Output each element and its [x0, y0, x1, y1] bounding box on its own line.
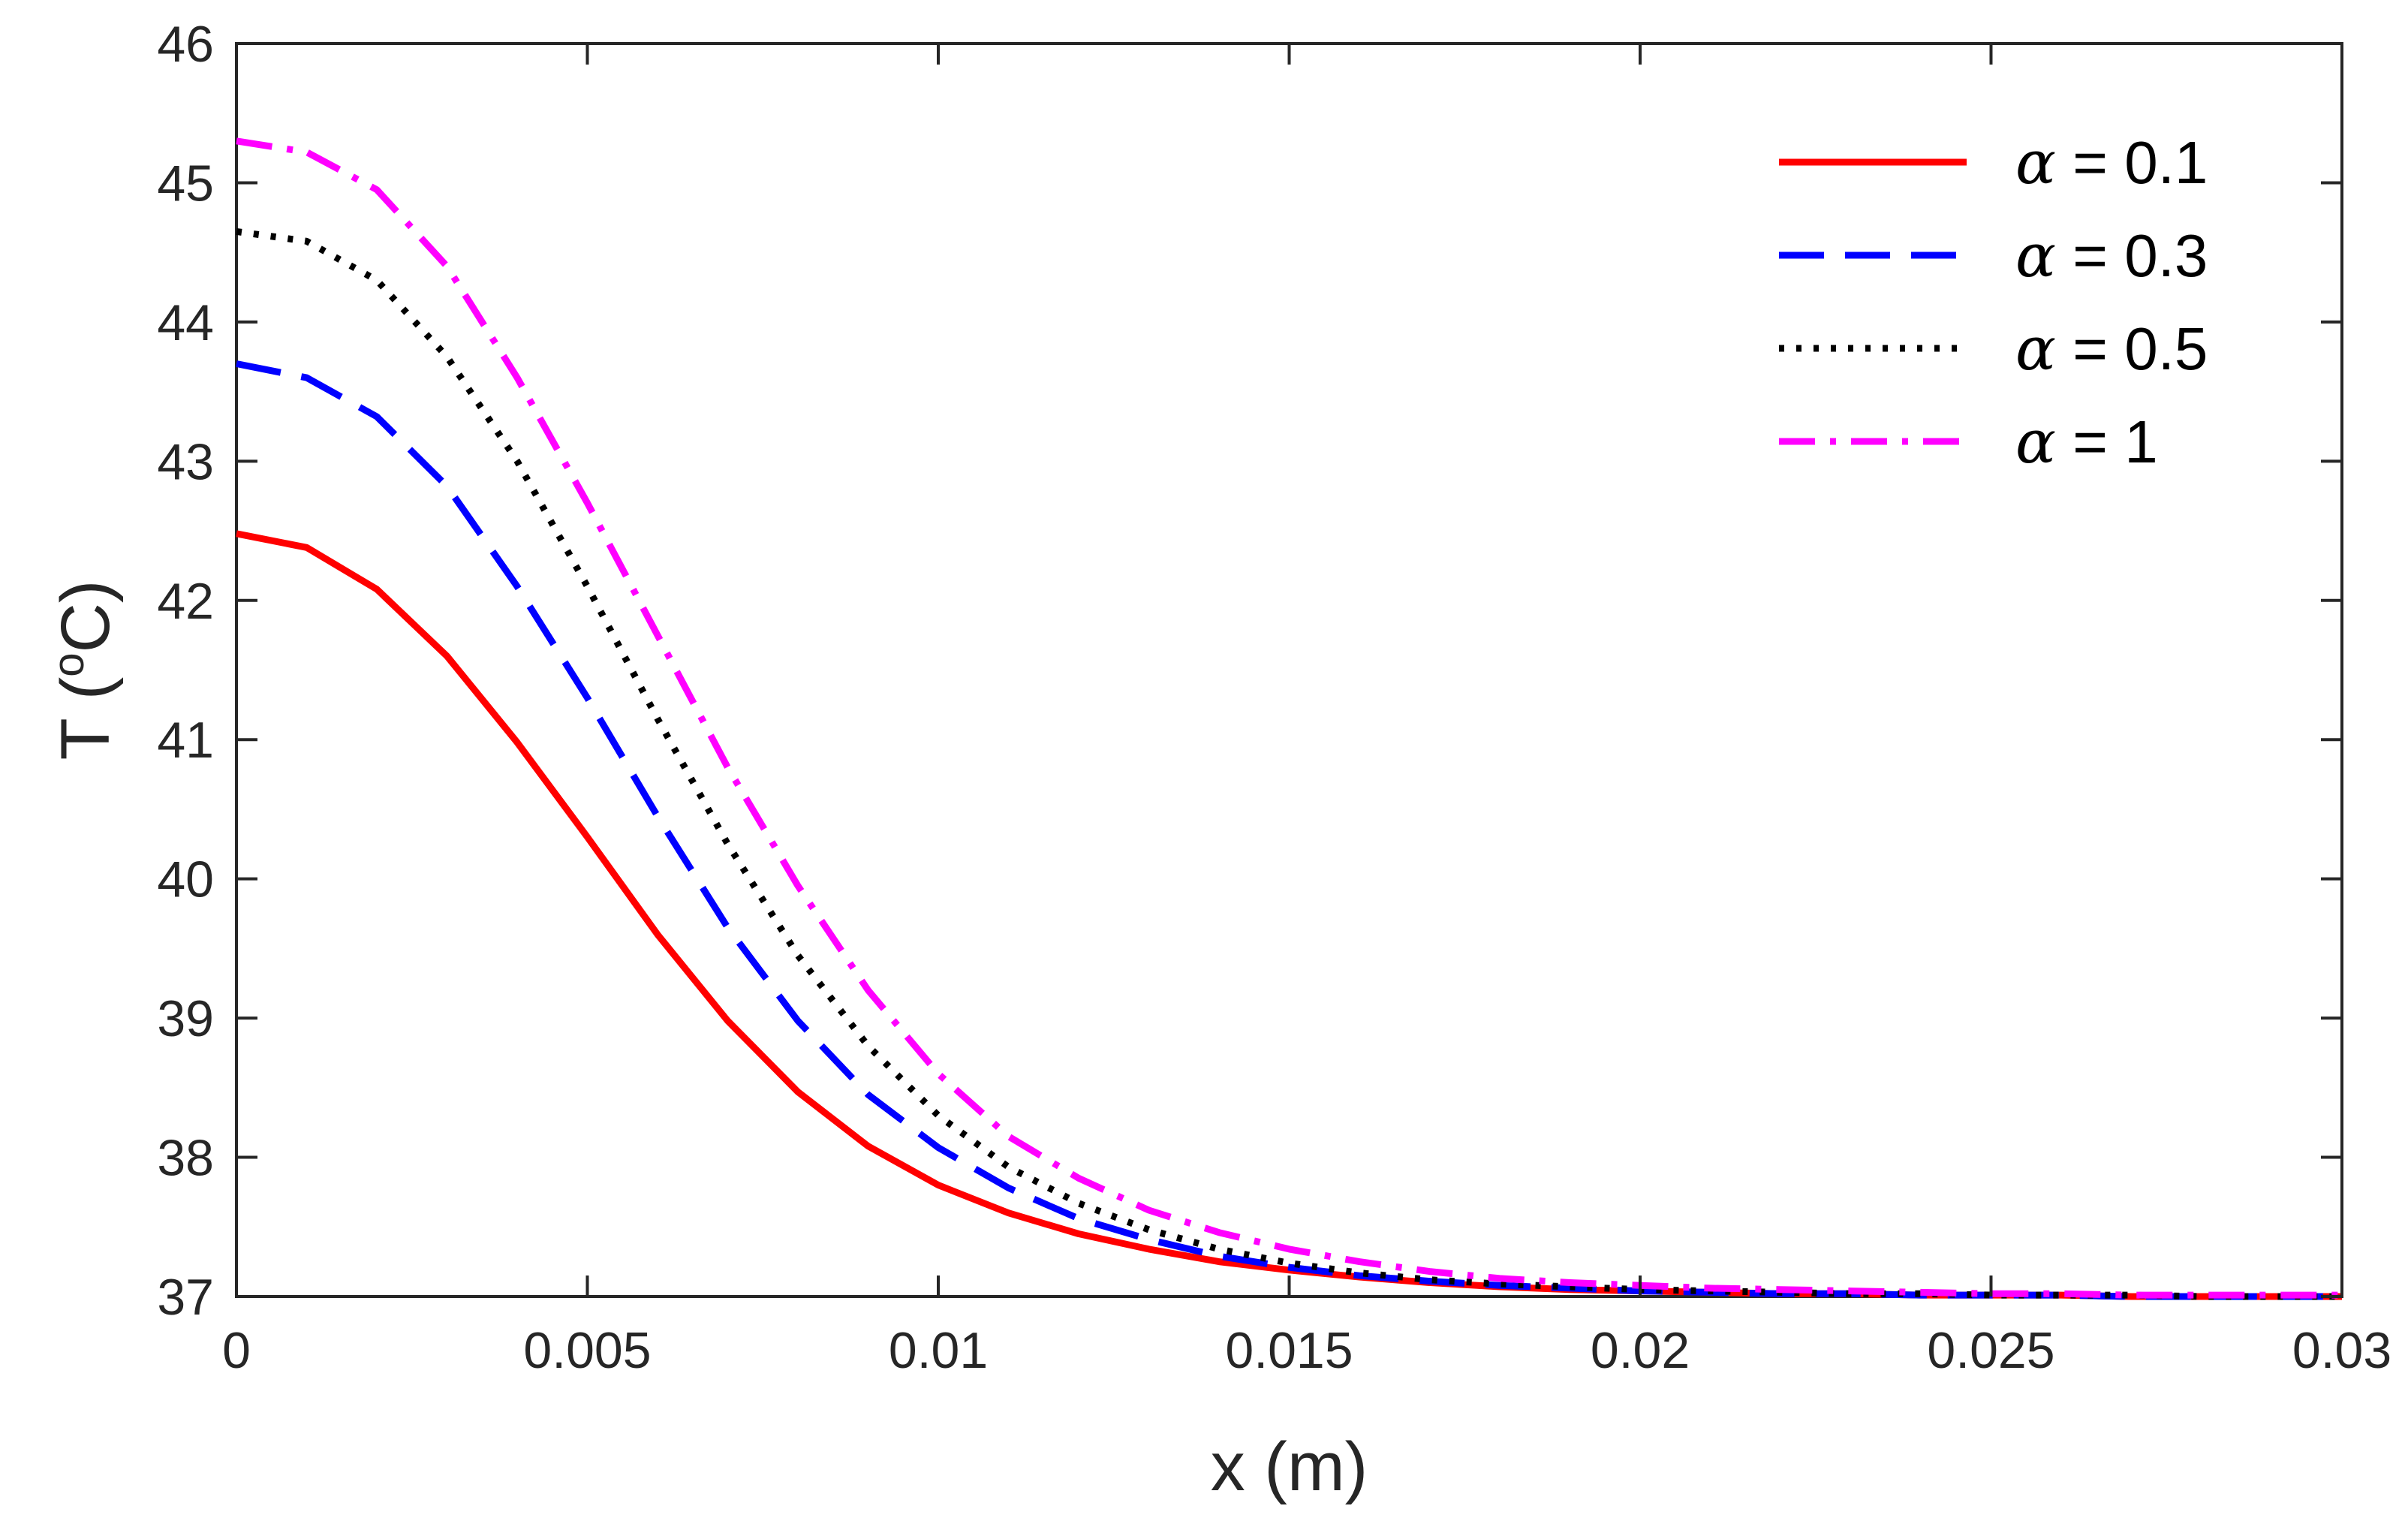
x-axis-label: x (m) [1211, 1429, 1368, 1505]
y-axis-label-unit: C) [47, 580, 124, 652]
y-axis-label-prefix: T ( [47, 676, 124, 760]
legend-label-1: α = 0.1 [2015, 128, 2208, 197]
legend-value-text: = 0.1 [2056, 129, 2208, 196]
y-tick-labels: 37 38 39 40 41 42 43 44 45 46 [157, 16, 214, 1326]
legend-label-4: α = 1 [2015, 407, 2158, 477]
ticks-layer [235, 42, 2343, 1298]
x-tick-label: 0.01 [889, 1322, 988, 1379]
x-tick-label: 0.03 [2292, 1322, 2391, 1379]
y-tick-label: 37 [157, 1269, 214, 1326]
legend-alpha-symbol: α [2015, 407, 2056, 477]
y-tick-label: 45 [157, 155, 214, 212]
y-tick-label: 46 [157, 16, 214, 73]
legend-label-2: α = 0.3 [2015, 221, 2208, 291]
legend: α = 0.1α = 0.3α = 0.5α = 1 [1779, 128, 2208, 477]
y-tick-label: 40 [157, 851, 214, 908]
x-tick-label: 0.015 [1225, 1322, 1353, 1379]
y-tick-label: 43 [157, 433, 214, 490]
x-tick-labels: 0 0.005 0.01 0.015 0.02 0.025 0.03 [222, 1322, 2391, 1379]
x-tick-label: 0.02 [1591, 1322, 1690, 1379]
y-axis-label-degree: o [44, 653, 93, 677]
legend-alpha-symbol: α [2015, 314, 2056, 384]
y-axis-label: T (oC) [44, 580, 124, 760]
x-tick-label: 0.025 [1927, 1322, 2054, 1379]
legend-value-text: = 1 [2056, 408, 2158, 475]
legend-value-text: = 0.3 [2056, 222, 2208, 289]
y-tick-label: 42 [157, 573, 214, 630]
y-tick-label: 44 [157, 294, 214, 351]
y-tick-label: 39 [157, 990, 214, 1047]
x-tick-label: 0 [222, 1322, 251, 1379]
y-tick-label: 38 [157, 1130, 214, 1187]
legend-alpha-symbol: α [2015, 221, 2056, 291]
series-line-4 [236, 137, 2342, 1299]
y-tick-label: 41 [157, 712, 214, 769]
x-tick-label: 0.005 [523, 1322, 651, 1379]
legend-alpha-symbol: α [2015, 128, 2056, 197]
legend-value-text: = 0.5 [2056, 315, 2208, 382]
plot-area [235, 42, 2343, 1298]
legend-label-3: α = 0.5 [2015, 314, 2208, 384]
